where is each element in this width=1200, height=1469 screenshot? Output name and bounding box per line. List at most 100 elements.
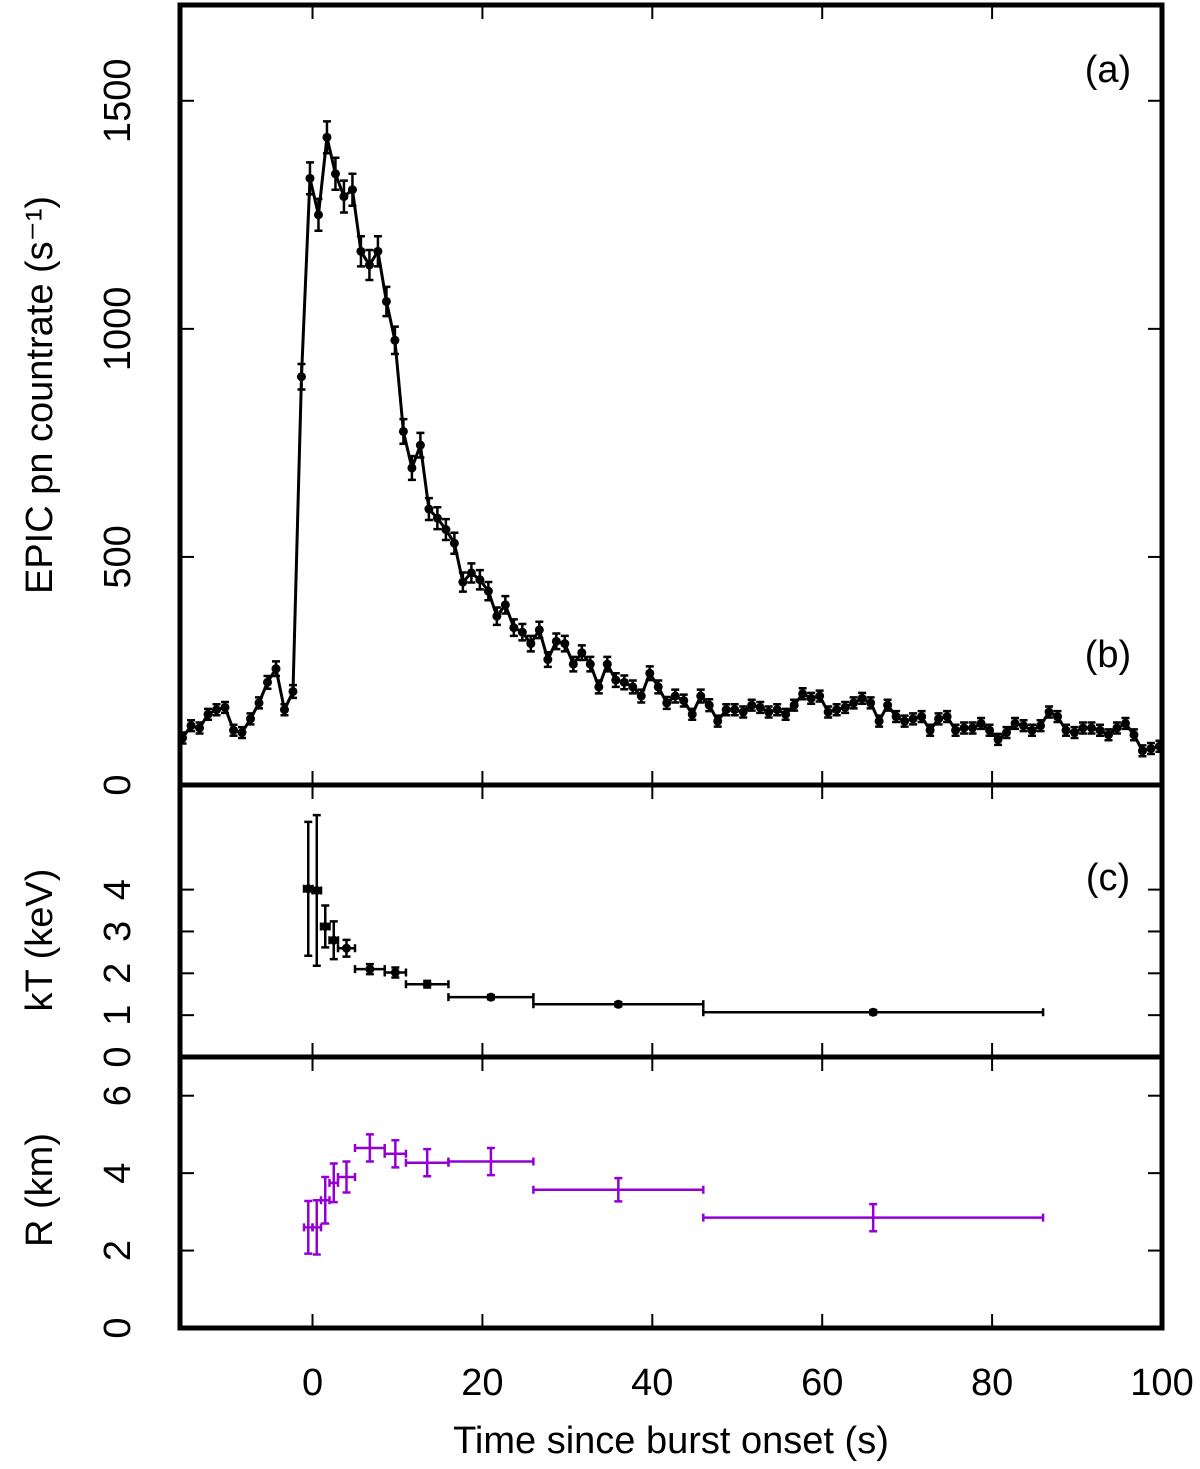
data-point [1103, 730, 1113, 740]
data-point [900, 716, 910, 726]
data-point [312, 885, 322, 895]
data-point [390, 335, 400, 345]
data-point [305, 173, 315, 183]
data-point [1070, 728, 1080, 738]
data-point [968, 723, 978, 733]
data-point [339, 192, 349, 202]
data-point [1002, 728, 1012, 738]
data-point [347, 185, 357, 195]
panel-frame [177, 782, 1165, 1060]
data-point [959, 723, 969, 733]
data-point [891, 712, 901, 722]
data-point [1129, 730, 1139, 740]
data-point [849, 698, 859, 708]
data-point [1010, 718, 1020, 728]
data-point [1078, 723, 1088, 733]
data-point [866, 698, 876, 708]
data-point [696, 691, 706, 701]
data-point [341, 943, 351, 953]
data-point [934, 714, 944, 724]
data-point [1053, 712, 1063, 722]
data-point [296, 372, 306, 382]
y-axis-label: kT (keV) [19, 869, 61, 1012]
data-point [908, 714, 918, 724]
data-point [526, 639, 536, 649]
data-point [398, 426, 408, 436]
data-point [322, 132, 332, 142]
data-point [806, 693, 816, 703]
data-point [764, 707, 774, 717]
x-tick-label: 80 [971, 1362, 1013, 1404]
data-point [704, 700, 714, 710]
data-point [203, 709, 213, 719]
data-point [303, 884, 313, 894]
y-tick-label: 1000 [97, 287, 139, 372]
data-point [441, 525, 451, 535]
data-point [466, 568, 476, 578]
data-point [1019, 721, 1029, 731]
data-point [645, 668, 655, 678]
data-point [279, 705, 289, 715]
x-tick-label: 100 [1130, 1362, 1193, 1404]
data-point [262, 677, 272, 687]
data-point [917, 712, 927, 722]
annotation: (c) [1086, 857, 1130, 899]
data-point [381, 296, 391, 306]
data-point [320, 921, 330, 931]
data-point [356, 246, 366, 256]
data-point [985, 725, 995, 735]
data-point [390, 967, 400, 977]
data-point [237, 728, 247, 738]
data-point [832, 705, 842, 715]
data-point [1112, 723, 1122, 733]
x-tick-label: 40 [631, 1362, 673, 1404]
data-point [1027, 725, 1037, 735]
y-tick-label: 4 [97, 1163, 139, 1184]
y-tick-label: 1 [97, 1005, 139, 1026]
data-point [823, 707, 833, 717]
data-point [329, 935, 339, 945]
data-point [738, 707, 748, 717]
y-tick-label: 0 [97, 774, 139, 795]
data-point [755, 702, 765, 712]
data-point [679, 696, 689, 706]
data-point [721, 705, 731, 715]
x-error-bar [336, 1173, 357, 1182]
y-tick-label: 2 [97, 1240, 139, 1261]
y-tick-label: 3 [97, 921, 139, 942]
y-tick-label: 1500 [97, 59, 139, 144]
x-axis-label: Time since burst onset (s) [453, 1420, 889, 1462]
data-point [636, 691, 646, 701]
x-error-bar [702, 1213, 1045, 1222]
data-point [432, 513, 442, 523]
data-point [815, 691, 825, 701]
data-point [424, 504, 434, 514]
data-point [486, 992, 496, 1002]
data-point [288, 686, 298, 696]
panel-frame [177, 1054, 1165, 1331]
data-point [313, 210, 323, 220]
data-point [517, 627, 527, 637]
data-point [271, 664, 281, 674]
data-point [1044, 707, 1054, 717]
data-point [458, 577, 468, 587]
data-point [1146, 744, 1156, 754]
x-tick-label: 60 [801, 1362, 843, 1404]
data-point [373, 246, 383, 256]
data-point [951, 725, 961, 735]
data-point [613, 999, 623, 1009]
x-error-bar [532, 1185, 705, 1194]
y-tick-label: 0 [97, 1046, 139, 1067]
data-point [798, 689, 808, 699]
data-point [747, 700, 757, 710]
data-point [594, 682, 604, 692]
data-point [730, 705, 740, 715]
data-point [713, 716, 723, 726]
y-tick-label: 500 [97, 525, 139, 588]
y-tick-label: 0 [97, 1317, 139, 1338]
y-tick-label: 4 [97, 879, 139, 900]
data-point [534, 625, 544, 635]
data-point [840, 702, 850, 712]
data-point [560, 639, 570, 649]
data-point [577, 648, 587, 658]
